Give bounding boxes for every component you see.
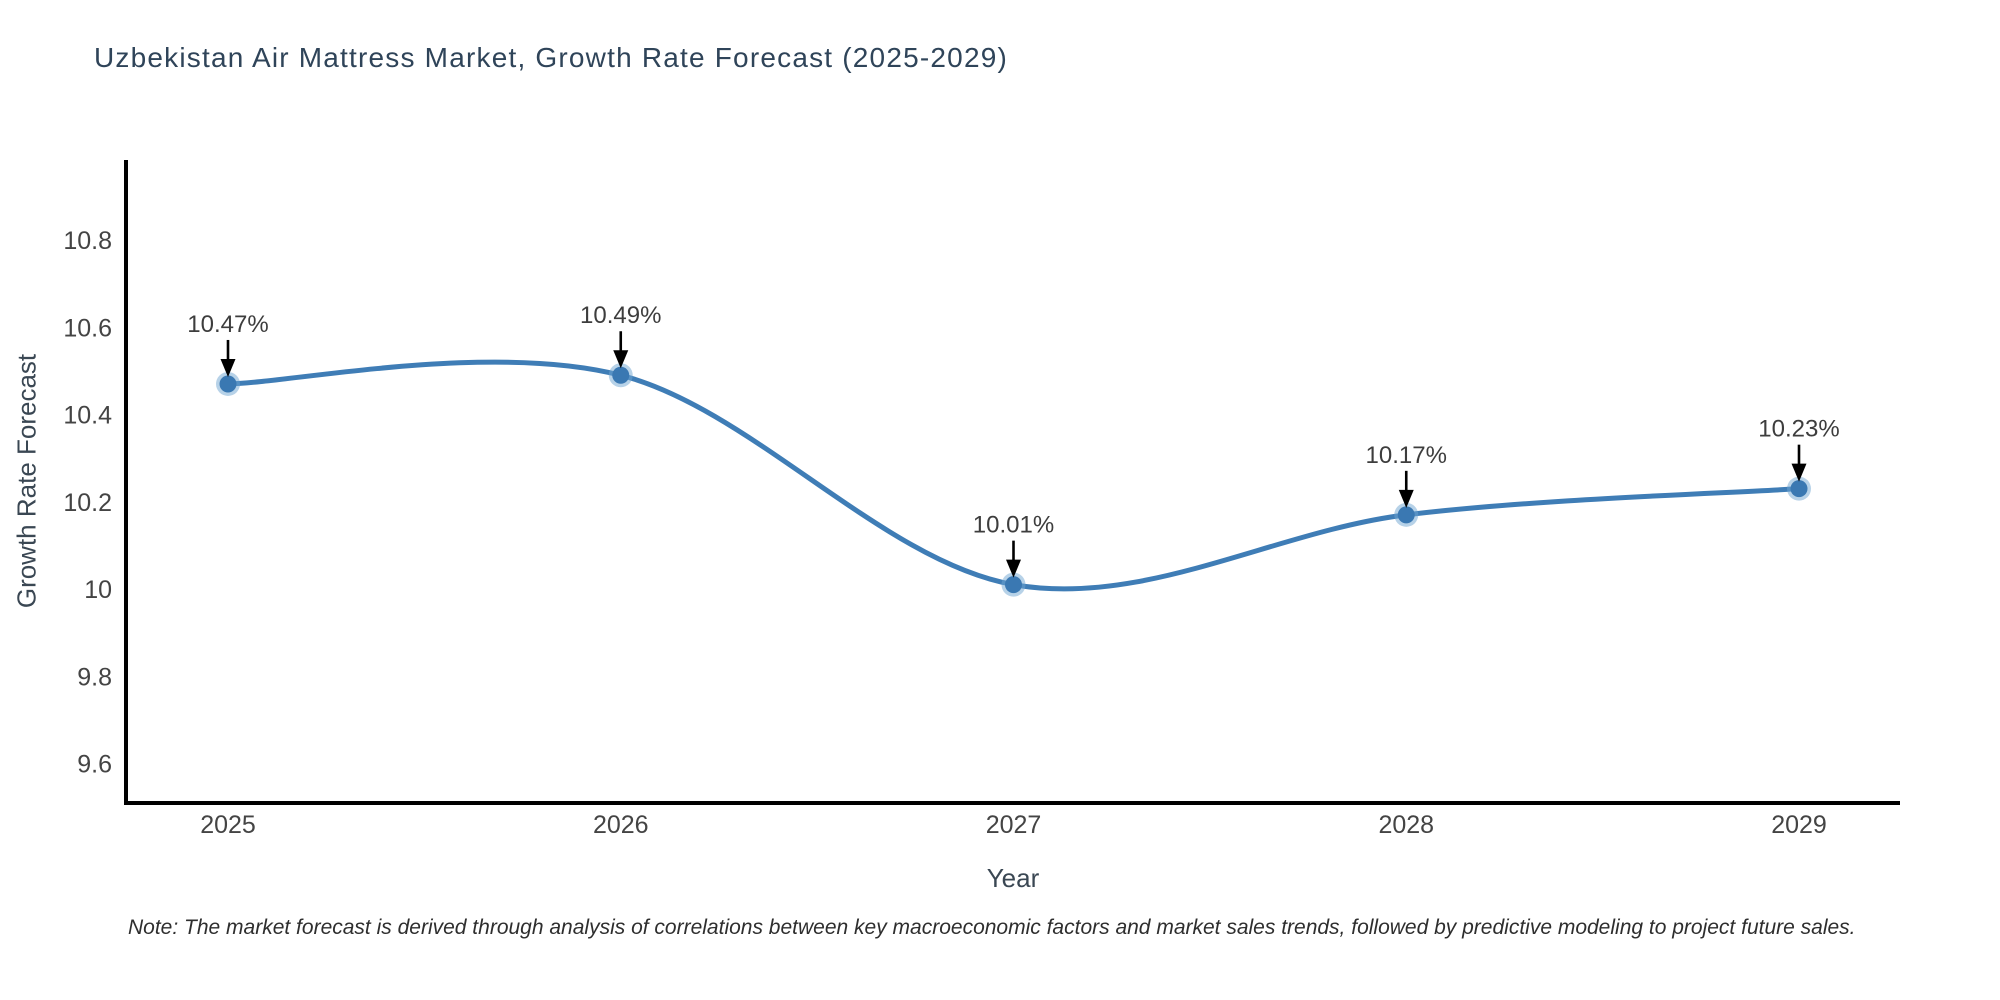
- data-point-marker: [1005, 576, 1022, 594]
- data-point-marker: [219, 375, 237, 393]
- y-tick-label: 10.8: [63, 227, 112, 255]
- annotation-arrowhead: [1006, 559, 1021, 578]
- y-tick-label: 9.8: [77, 663, 112, 691]
- axis-lines: [124, 160, 1900, 805]
- annotation-arrowhead: [1791, 463, 1807, 482]
- data-point-marker: [612, 366, 630, 384]
- data-point-marker: [1790, 480, 1808, 498]
- x-axis-title: Year: [986, 863, 1040, 893]
- x-tick-label: 2029: [1771, 811, 1827, 839]
- annotation-label: 10.23%: [1758, 416, 1839, 443]
- x-tick-label: 2026: [593, 811, 649, 839]
- annotation-label: 10.47%: [187, 311, 268, 338]
- x-tick-label: 2027: [986, 811, 1042, 839]
- y-tick-label: 10: [84, 576, 112, 604]
- annotation-label: 10.49%: [580, 302, 661, 329]
- y-tick-label: 10.6: [63, 314, 112, 342]
- annotation-arrowhead: [613, 350, 629, 369]
- chart-title: Uzbekistan Air Mattress Market, Growth R…: [94, 42, 1009, 73]
- annotation-arrowhead: [1398, 489, 1414, 508]
- annotation-label: 10.17%: [1366, 442, 1447, 469]
- y-tick-label: 10.2: [63, 489, 112, 517]
- x-tick-label: 2028: [1378, 811, 1434, 839]
- annotation-label: 10.01%: [973, 512, 1054, 539]
- y-tick-label: 10.4: [63, 402, 112, 430]
- y-tick-label: 9.6: [77, 751, 112, 779]
- data-point-marker: [1397, 506, 1415, 524]
- footnote: Note: The market forecast is derived thr…: [128, 916, 1856, 939]
- x-tick-label: 2025: [200, 811, 256, 839]
- annotation-arrowhead: [220, 358, 236, 377]
